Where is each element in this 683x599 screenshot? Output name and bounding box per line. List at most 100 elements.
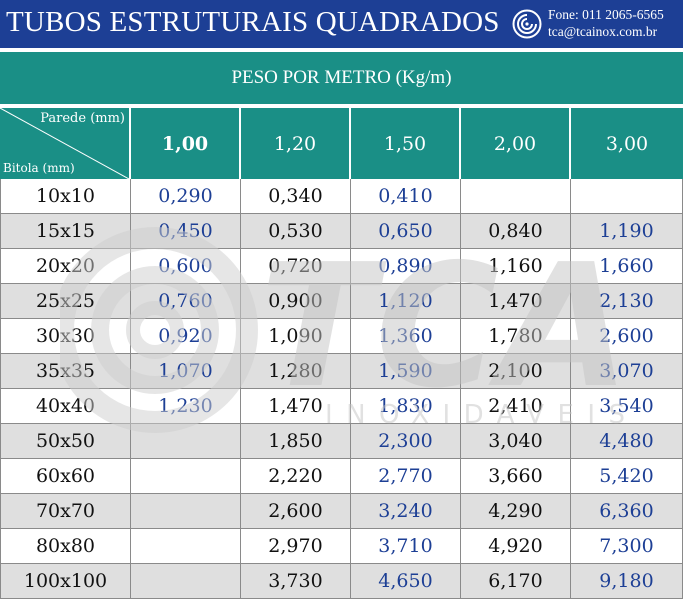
gauge-cell: 100x100 bbox=[0, 564, 131, 599]
weight-cell: 0,290 bbox=[131, 179, 241, 214]
weight-cell: 1,780 bbox=[461, 319, 571, 354]
weight-cell: 0,760 bbox=[131, 284, 241, 319]
weight-cell: 9,180 bbox=[571, 564, 683, 599]
weight-cell bbox=[131, 459, 241, 494]
weight-cell: 0,340 bbox=[241, 179, 351, 214]
table-row: 25x25 0,760 0,900 1,120 1,470 2,130 bbox=[0, 284, 683, 319]
weight-cell: 6,360 bbox=[571, 494, 683, 529]
table-row: 30x30 0,920 1,090 1,360 1,780 2,600 bbox=[0, 319, 683, 354]
weight-cell: 0,890 bbox=[351, 249, 461, 284]
weight-cell: 4,650 bbox=[351, 564, 461, 599]
weight-cell: 4,920 bbox=[461, 529, 571, 564]
corner-diagonal bbox=[0, 108, 129, 179]
page-title: TUBOS ESTRUTURAIS QUADRADOS bbox=[6, 6, 500, 38]
weight-cell: 6,170 bbox=[461, 564, 571, 599]
gauge-cell: 25x25 bbox=[0, 284, 131, 319]
weight-cell: 1,590 bbox=[351, 354, 461, 389]
weight-cell: 1,280 bbox=[241, 354, 351, 389]
weight-cell: 4,480 bbox=[571, 424, 683, 459]
table-row: 35x35 1,070 1,280 1,590 2,100 3,070 bbox=[0, 354, 683, 389]
weight-cell: 3,040 bbox=[461, 424, 571, 459]
column-header: 1,00 bbox=[131, 108, 241, 179]
weight-cell bbox=[131, 564, 241, 599]
contact-info: Fone: 011 2065-6565 tca@tcainox.com.br bbox=[548, 6, 664, 40]
weight-cell: 0,530 bbox=[241, 214, 351, 249]
column-header: 3,00 bbox=[571, 108, 683, 179]
tca-swirl-logo-icon bbox=[512, 9, 542, 39]
weight-cell: 0,720 bbox=[241, 249, 351, 284]
weight-cell bbox=[461, 179, 571, 214]
weight-cell: 3,070 bbox=[571, 354, 683, 389]
weight-cell: 0,410 bbox=[351, 179, 461, 214]
weight-cell: 2,130 bbox=[571, 284, 683, 319]
weight-cell: 1,470 bbox=[461, 284, 571, 319]
weight-cell: 0,600 bbox=[131, 249, 241, 284]
gauge-cell: 80x80 bbox=[0, 529, 131, 564]
weight-cell: 1,070 bbox=[131, 354, 241, 389]
weight-cell: 1,120 bbox=[351, 284, 461, 319]
weight-cell: 1,660 bbox=[571, 249, 683, 284]
table-row: 15x15 0,450 0,530 0,650 0,840 1,190 bbox=[0, 214, 683, 249]
weight-cell: 1,090 bbox=[241, 319, 351, 354]
corner-header: Parede (mm) Bitola (mm) bbox=[0, 108, 131, 179]
gauge-cell: 10x10 bbox=[0, 179, 131, 214]
weight-cell: 2,970 bbox=[241, 529, 351, 564]
table-row: 70x70 2,600 3,240 4,290 6,360 bbox=[0, 494, 683, 529]
gauge-cell: 30x30 bbox=[0, 319, 131, 354]
gauge-cell: 15x15 bbox=[0, 214, 131, 249]
gauge-label: Bitola (mm) bbox=[3, 161, 75, 175]
table-row: 40x40 1,230 1,470 1,830 2,410 3,540 bbox=[0, 389, 683, 424]
weight-cell: 1,190 bbox=[571, 214, 683, 249]
email-text: tca@tcainox.com.br bbox=[548, 24, 658, 39]
table-row: 20x20 0,600 0,720 0,890 1,160 1,660 bbox=[0, 249, 683, 284]
weight-cell: 2,220 bbox=[241, 459, 351, 494]
weight-cell: 2,100 bbox=[461, 354, 571, 389]
weight-cell: 2,600 bbox=[241, 494, 351, 529]
weight-cell: 2,410 bbox=[461, 389, 571, 424]
table-row: 80x80 2,970 3,710 4,920 7,300 bbox=[0, 529, 683, 564]
gauge-cell: 40x40 bbox=[0, 389, 131, 424]
wall-label: Parede (mm) bbox=[40, 111, 125, 126]
table-row: 60x60 2,220 2,770 3,660 5,420 bbox=[0, 459, 683, 494]
weight-cell bbox=[131, 529, 241, 564]
gauge-cell: 20x20 bbox=[0, 249, 131, 284]
weight-cell: 0,920 bbox=[131, 319, 241, 354]
weight-cell: 3,730 bbox=[241, 564, 351, 599]
weight-cell: 1,470 bbox=[241, 389, 351, 424]
gauge-cell: 70x70 bbox=[0, 494, 131, 529]
weight-cell: 0,450 bbox=[131, 214, 241, 249]
table-row: 50x50 1,850 2,300 3,040 4,480 bbox=[0, 424, 683, 459]
weight-cell bbox=[571, 179, 683, 214]
table-row: 100x100 3,730 4,650 6,170 9,180 bbox=[0, 564, 683, 599]
weight-cell: 2,770 bbox=[351, 459, 461, 494]
weight-cell: 3,540 bbox=[571, 389, 683, 424]
weight-cell bbox=[131, 424, 241, 459]
weight-cell: 0,650 bbox=[351, 214, 461, 249]
weight-cell: 1,850 bbox=[241, 424, 351, 459]
weight-cell: 4,290 bbox=[461, 494, 571, 529]
weight-cell: 3,240 bbox=[351, 494, 461, 529]
phone-text: Fone: 011 2065-6565 bbox=[548, 7, 664, 22]
table-subheader: PESO POR METRO (Kg/m) bbox=[0, 52, 683, 104]
weight-cell: 1,230 bbox=[131, 389, 241, 424]
column-header-row: Parede (mm) Bitola (mm) 1,00 1,20 1,50 2… bbox=[0, 108, 683, 179]
column-header: 2,00 bbox=[461, 108, 571, 179]
weight-cell: 0,840 bbox=[461, 214, 571, 249]
weight-cell bbox=[131, 494, 241, 529]
column-header: 1,50 bbox=[351, 108, 461, 179]
table-row: 10x10 0,290 0,340 0,410 bbox=[0, 179, 683, 214]
weight-table: Parede (mm) Bitola (mm) 1,00 1,20 1,50 2… bbox=[0, 108, 683, 599]
gauge-cell: 60x60 bbox=[0, 459, 131, 494]
weight-cell: 3,660 bbox=[461, 459, 571, 494]
gauge-cell: 50x50 bbox=[0, 424, 131, 459]
weight-cell: 1,160 bbox=[461, 249, 571, 284]
weight-cell: 7,300 bbox=[571, 529, 683, 564]
column-header: 1,20 bbox=[241, 108, 351, 179]
weight-cell: 2,600 bbox=[571, 319, 683, 354]
weight-cell: 1,360 bbox=[351, 319, 461, 354]
weight-cell: 0,900 bbox=[241, 284, 351, 319]
weight-cell: 3,710 bbox=[351, 529, 461, 564]
weight-cell: 2,300 bbox=[351, 424, 461, 459]
gauge-cell: 35x35 bbox=[0, 354, 131, 389]
page-header: TUBOS ESTRUTURAIS QUADRADOS Fone: 011 20… bbox=[0, 0, 683, 48]
